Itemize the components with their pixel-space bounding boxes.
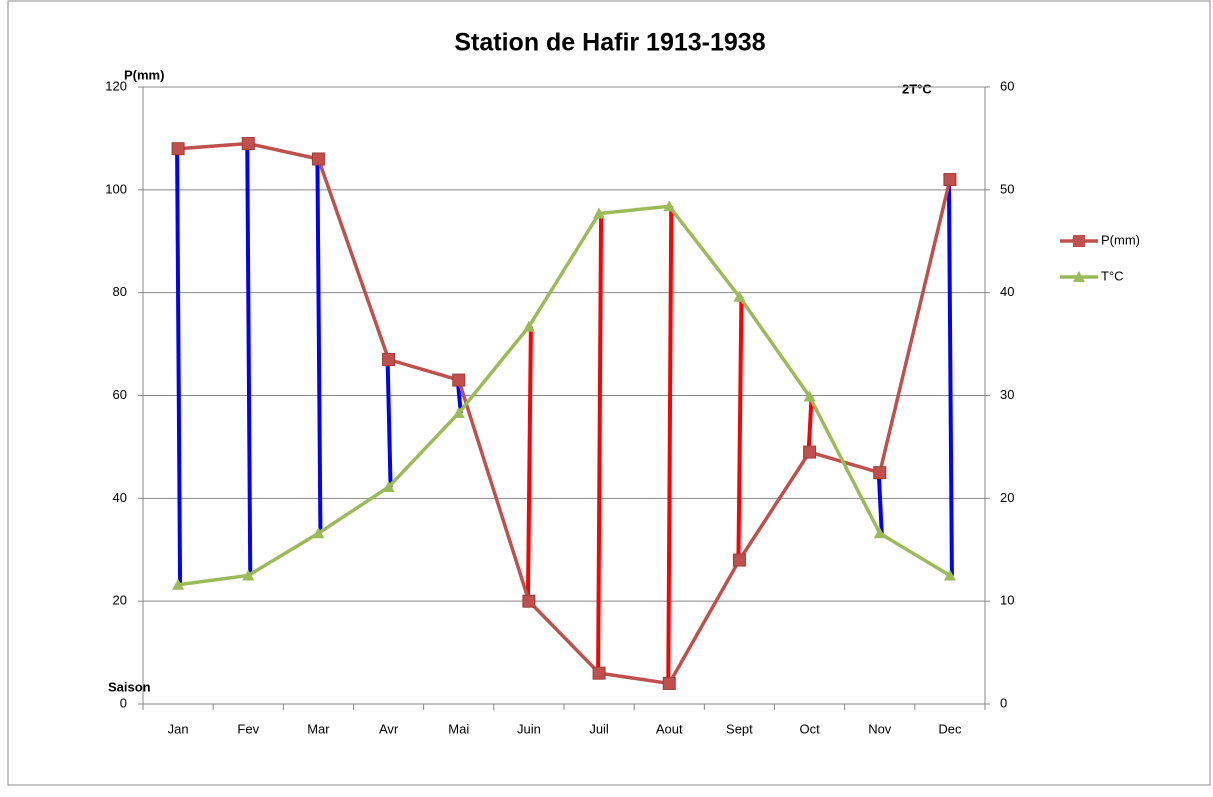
x-tick-label: Mai	[448, 721, 469, 736]
y2-tick-label: 20	[1000, 490, 1014, 505]
legend-label: T°C	[1101, 268, 1124, 283]
y-tick-label: 120	[105, 78, 127, 93]
marker	[382, 481, 395, 493]
season-connector	[596, 213, 604, 674]
marker	[172, 578, 185, 590]
marker	[242, 569, 255, 581]
x-axis-label: Saison	[108, 679, 151, 694]
season-connector	[385, 359, 393, 488]
marker	[943, 569, 956, 581]
marker	[873, 527, 886, 539]
y2-tick-label: 40	[1000, 284, 1014, 299]
season-connector	[666, 206, 674, 684]
season-connector	[876, 472, 884, 534]
season-connector	[315, 158, 323, 534]
y2-tick-label: 0	[1000, 695, 1007, 710]
y2-tick-label: 50	[1000, 181, 1014, 196]
x-tick-label: Oct	[799, 721, 820, 736]
marker	[592, 666, 606, 680]
x-tick-label: Mar	[307, 721, 330, 736]
x-tick-label: Dec	[938, 721, 962, 736]
marker	[943, 173, 957, 187]
marker	[382, 353, 396, 367]
marker	[452, 373, 466, 387]
season-connector	[736, 296, 744, 561]
series-line	[177, 141, 952, 686]
x-tick-label: Juin	[517, 721, 541, 736]
y2-axis-label: 2T°C	[902, 81, 932, 96]
y-tick-label: 0	[120, 695, 127, 710]
y-tick-label: 100	[105, 181, 127, 196]
marker	[803, 390, 816, 402]
marker	[452, 406, 465, 418]
legend-marker	[1073, 271, 1085, 282]
season-connector	[525, 326, 533, 602]
y2-tick-label: 60	[1000, 78, 1014, 93]
marker	[312, 527, 325, 539]
marker	[733, 290, 746, 302]
marker	[873, 466, 887, 480]
marker	[522, 320, 535, 332]
marker	[241, 137, 255, 151]
series-line	[177, 204, 951, 587]
season-connector	[946, 179, 954, 576]
marker	[522, 594, 536, 608]
y2-tick-label: 10	[1000, 593, 1014, 608]
season-connector	[806, 396, 814, 453]
marker	[732, 553, 746, 567]
season-connector	[245, 143, 253, 576]
x-tick-label: Jan	[168, 721, 189, 736]
legend-marker	[1073, 235, 1085, 247]
x-tick-label: Juil	[589, 721, 609, 736]
y2-tick-label: 30	[1000, 387, 1014, 402]
x-tick-label: Nov	[868, 721, 892, 736]
chart-border	[7, 0, 1211, 786]
x-tick-label: Fev	[237, 721, 259, 736]
y-axis-label: P(mm)	[124, 67, 164, 82]
y-tick-label: 60	[113, 387, 127, 402]
y-tick-label: 20	[113, 593, 127, 608]
chart-title: Station de Hafir 1913-1938	[454, 29, 765, 57]
marker	[803, 445, 817, 459]
marker	[593, 207, 606, 219]
x-tick-label: Aout	[656, 721, 683, 736]
marker	[311, 152, 325, 166]
season-connector	[175, 148, 183, 585]
y-tick-label: 40	[113, 490, 127, 505]
marker	[171, 142, 185, 156]
x-tick-label: Sept	[726, 721, 753, 736]
marker	[663, 200, 676, 212]
marker	[662, 676, 676, 690]
y-tick-label: 80	[113, 284, 127, 299]
x-tick-label: Avr	[379, 721, 399, 736]
legend-label: P(mm)	[1101, 232, 1140, 247]
